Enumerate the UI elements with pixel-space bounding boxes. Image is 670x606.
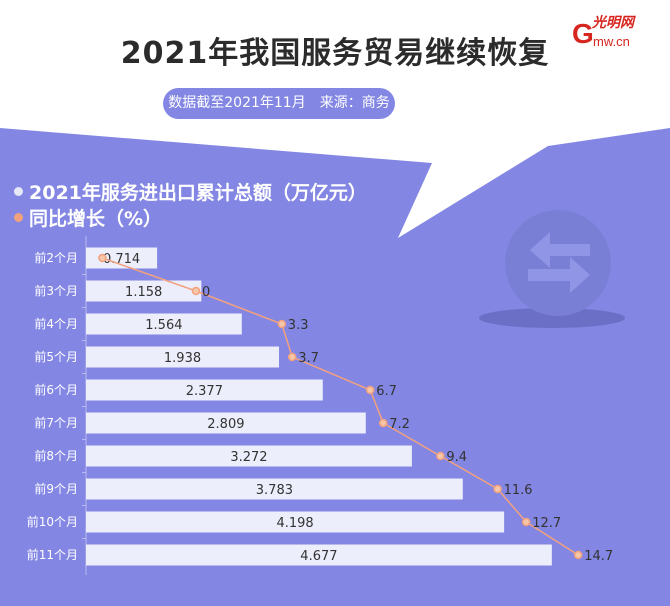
source-pill: 数据截至2021年11月 来源：商务部 bbox=[163, 88, 395, 142]
category-label: 前11个月 bbox=[27, 547, 78, 562]
bar-label: 4.677 bbox=[300, 549, 337, 564]
growth-point bbox=[521, 517, 531, 527]
growth-label: 14.7 bbox=[584, 549, 613, 564]
bar bbox=[86, 346, 280, 368]
bar-label: 0.714 bbox=[103, 252, 140, 267]
exchange-arrows-icon bbox=[505, 210, 611, 316]
bar-label: 1.938 bbox=[164, 351, 201, 366]
category-label: 前8个月 bbox=[34, 448, 78, 463]
growth-point bbox=[287, 352, 297, 362]
growth-label: 6.7 bbox=[376, 384, 397, 399]
bar-label: 1.564 bbox=[145, 318, 182, 333]
category-label: 前4个月 bbox=[34, 316, 78, 331]
bar-label: 3.272 bbox=[230, 450, 267, 465]
growth-label: 0 bbox=[202, 285, 210, 300]
bar bbox=[86, 544, 552, 566]
page-title: 2021年我国服务贸易继续恢复 bbox=[120, 36, 550, 71]
bar bbox=[86, 379, 323, 401]
icon-shadow bbox=[479, 308, 625, 328]
gmw-logo: G 光明网 mw.cn bbox=[572, 15, 634, 49]
category-label: 前7个月 bbox=[34, 415, 78, 430]
bar-label: 4.198 bbox=[276, 516, 313, 531]
category-label: 前2个月 bbox=[34, 250, 78, 265]
growth-label: 3.3 bbox=[288, 318, 309, 333]
legend-item-growth: 同比增长（%） bbox=[14, 204, 162, 231]
growth-point bbox=[191, 286, 201, 296]
bar-label: 2.809 bbox=[207, 417, 244, 432]
growth-line bbox=[102, 257, 579, 556]
growth-point bbox=[365, 385, 375, 395]
bar bbox=[86, 445, 412, 467]
category-label: 前3个月 bbox=[34, 283, 78, 298]
legend-label: 同比增长（%） bbox=[29, 208, 163, 230]
growth-label: 12.7 bbox=[532, 516, 561, 531]
growth-label: 3.7 bbox=[298, 351, 319, 366]
growth-point bbox=[436, 451, 445, 461]
growth-point bbox=[493, 484, 502, 494]
legend-dot-orange bbox=[14, 213, 23, 222]
legend-item-total: 2021年服务进出口累计总额（万亿元） bbox=[14, 178, 367, 205]
bar-label: 1.158 bbox=[125, 285, 162, 300]
legend-dot-white bbox=[14, 187, 23, 196]
growth-label: 11.6 bbox=[504, 483, 533, 498]
bar bbox=[86, 412, 366, 434]
growth-point bbox=[277, 319, 287, 329]
bar bbox=[86, 511, 505, 533]
category-label: 前10个月 bbox=[27, 514, 78, 529]
bar bbox=[86, 478, 463, 500]
growth-point bbox=[573, 550, 583, 560]
bar bbox=[86, 247, 158, 269]
bar-label: 2.377 bbox=[186, 384, 223, 399]
growth-label: 7.2 bbox=[389, 417, 410, 432]
legend-label: 2021年服务进出口累计总额（万亿元） bbox=[29, 182, 367, 204]
bar-label: 3.783 bbox=[256, 483, 293, 498]
growth-point bbox=[98, 253, 107, 263]
category-label: 前9个月 bbox=[34, 481, 78, 496]
category-label: 前6个月 bbox=[34, 382, 78, 397]
growth-label: 9.4 bbox=[446, 450, 467, 465]
category-label: 前5个月 bbox=[34, 349, 78, 364]
bar bbox=[86, 313, 242, 335]
bar bbox=[86, 280, 202, 302]
growth-point bbox=[378, 418, 388, 428]
